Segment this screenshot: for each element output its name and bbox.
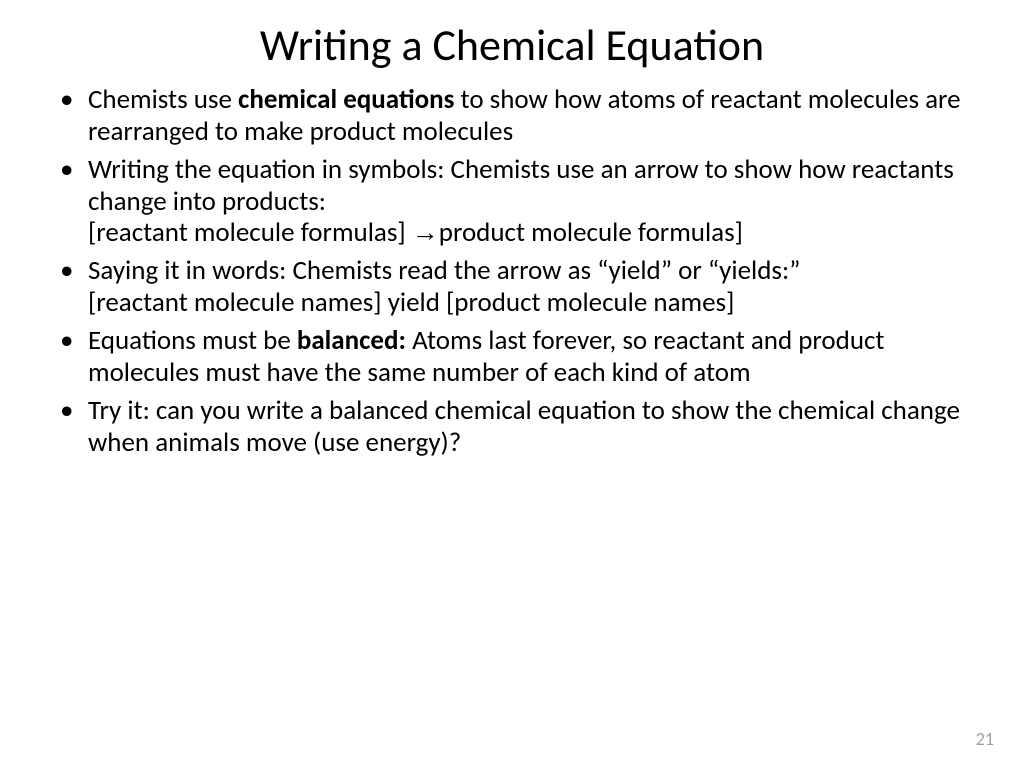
bullet-item: Equations must be balanced: Atoms last f… bbox=[60, 325, 974, 389]
bullet-text: Saying it in words: Chemists read the ar… bbox=[88, 254, 800, 287]
bullet-list: Chemists use chemical equations to show … bbox=[60, 84, 974, 458]
bullet-text: Equations must be bbox=[88, 324, 297, 357]
bullet-item: Writing the equation in symbols: Chemist… bbox=[60, 154, 974, 250]
bullet-item: Try it: can you write a balanced chemica… bbox=[60, 395, 974, 459]
bullet-text: Writing the equation in symbols: Chemist… bbox=[88, 153, 954, 218]
bullet-text: [reactant molecule names] yield [product… bbox=[88, 286, 734, 319]
bullet-text: Try it: can you write a balanced chemica… bbox=[88, 394, 960, 459]
slide-body: Chemists use chemical equations to show … bbox=[0, 84, 1024, 458]
arrow-icon: → bbox=[412, 217, 439, 247]
bullet-text: Chemists use bbox=[88, 83, 238, 116]
page-number: 21 bbox=[976, 728, 994, 750]
bullet-item: Saying it in words: Chemists read the ar… bbox=[60, 255, 974, 319]
bullet-bold: chemical equations bbox=[238, 83, 454, 116]
bullet-text: [reactant molecule formulas] bbox=[88, 216, 412, 249]
slide-title: Writing a Chemical Equation bbox=[0, 0, 1024, 84]
bullet-bold: balanced: bbox=[297, 324, 406, 357]
bullet-text: product molecule formulas] bbox=[439, 216, 743, 249]
bullet-item: Chemists use chemical equations to show … bbox=[60, 84, 974, 148]
